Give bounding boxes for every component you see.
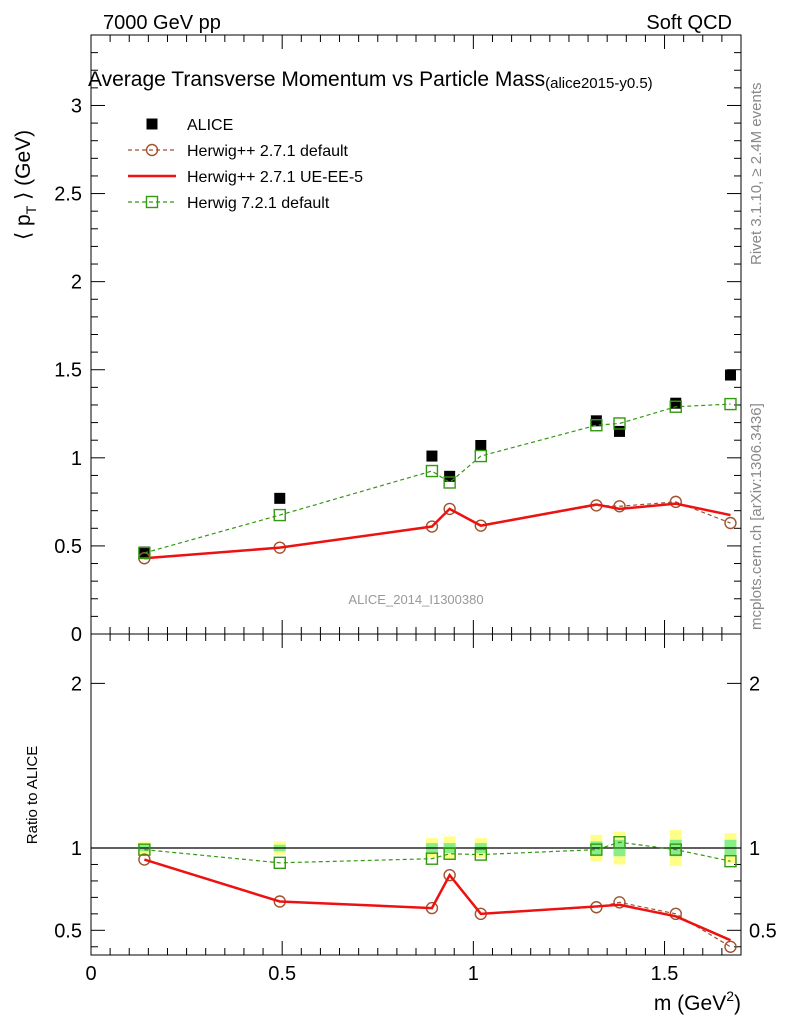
point-herwig-2-7-1-default <box>613 500 626 513</box>
rivet-version-label: Rivet 3.1.10, ≥ 2.4M events <box>748 83 765 266</box>
ratio-point-herwig-7-2-1-default <box>273 856 286 870</box>
ratio-point-herwig-7-2-1-default <box>724 854 737 868</box>
y-axis-label-end: ⟩ (GeV) <box>12 130 35 206</box>
point-herwig-7-2-1-default <box>273 508 286 522</box>
y-axis-label-main: ⟨ p <box>12 214 35 240</box>
ratio-point-herwig-7-2-1-default <box>613 836 626 849</box>
x-axis-label-end: ) <box>734 992 741 1015</box>
ratio-panel: 0.5 0.51 12 2 Ratio to ALICE 0 0.5 1 1.5 m (Ge… <box>24 35 777 1015</box>
y-tick-label-main: 1 <box>71 448 82 470</box>
ratio-point-herwig-7-2-1-default <box>425 852 439 865</box>
point-alice <box>426 450 438 462</box>
main-panel: ALICE_2014_I1300380 0 0.5 1 1.5 2 2.5 3 ALICE H… <box>12 34 742 646</box>
x-axis-label-main: m (GeV <box>654 992 726 1015</box>
x-axis-label-sup: 2 <box>726 988 734 1004</box>
point-herwig-7-2-1-default <box>669 400 682 413</box>
point-herwig-7-2-1-default <box>425 464 439 478</box>
legend: ALICE Herwig++ 2.7.1 default Herwig++ 2.7.… <box>128 117 363 212</box>
point-herwig-2-7-1-default <box>724 516 737 530</box>
point-herwig-7-2-1-default <box>613 417 626 430</box>
ratio-line-herwig-7-2-1-default <box>144 841 731 864</box>
chart-title-main: Average Transverse Momentum vs Particle … <box>88 68 545 91</box>
x-tick-label: 1.5 <box>651 963 679 985</box>
legend-label-alice: ALICE <box>187 117 233 134</box>
main-y-axis: 0 0.5 1 1.5 2 2.5 3 <box>54 34 741 646</box>
y-tick-label-ratio-left: 1 <box>71 838 82 860</box>
x-tick-label: 0 <box>85 963 96 985</box>
point-herwig-7-2-1-default <box>443 476 456 489</box>
analysis-watermark: ALICE_2014_I1300380 <box>348 592 483 607</box>
ratio-series-group <box>138 836 737 953</box>
ratio-y-axis-label: Ratio to ALICE <box>24 746 41 844</box>
ratio-y-axis: 0.5 0.5 1 1 2 2 <box>54 673 777 948</box>
x-axis: 0 0.5 1 1.5 <box>85 35 742 985</box>
x-tick-label: 1 <box>468 963 479 985</box>
chart-title-tag: (alice2015-y0.5) <box>545 75 653 92</box>
y-axis-label: ⟨ pT ⟩ (GeV) <box>12 130 39 240</box>
ratio-point-herwig-2-7-1-default <box>669 907 682 921</box>
y-tick-label-main: 0 <box>71 624 82 646</box>
point-alice <box>670 397 682 409</box>
y-tick-label-main: 2 <box>71 272 82 294</box>
y-tick-label-ratio-right: 1 <box>749 838 760 860</box>
point-alice <box>590 415 602 427</box>
ratio-point-herwig-2-7-1-default <box>138 853 151 866</box>
point-alice <box>613 425 625 437</box>
mcplots-reference-label: mcplots.cern.ch [arXiv:1306.3436] <box>748 403 765 630</box>
ratio-line-herwig-2-7-1-ue-ee-5 <box>144 858 731 942</box>
legend-label-herwig-2-7-1-ue-ee-5: Herwig++ 2.7.1 UE-EE-5 <box>187 169 363 186</box>
point-herwig-2-7-1-default <box>669 495 682 509</box>
point-herwig-7-2-1-default <box>590 419 603 432</box>
y-tick-label-main: 2.5 <box>54 184 82 206</box>
y-tick-label-ratio-right: 2 <box>749 673 760 695</box>
legend-marker-herwig-7-2-1-default <box>145 195 159 209</box>
ratio-point-herwig-7-2-1-default <box>474 848 488 861</box>
series-line-herwig-2-7-1-ue-ee-5 <box>144 502 731 560</box>
chart-title: Average Transverse Momentum vs Particle … <box>88 68 653 92</box>
legend-label-herwig-2-7-1-default: Herwig++ 2.7.1 default <box>187 143 349 160</box>
ratio-point-herwig-7-2-1-default <box>138 843 151 856</box>
header-energy-label: 7000 GeV pp <box>103 12 221 34</box>
legend-marker-alice <box>146 118 158 130</box>
point-herwig-7-2-1-default <box>474 449 488 463</box>
ratio-point-herwig-2-7-1-default <box>613 896 626 909</box>
point-herwig-2-7-1-default <box>443 502 456 516</box>
point-alice <box>475 439 487 451</box>
ratio-point-herwig-7-2-1-default <box>590 843 603 856</box>
main-series-group <box>138 369 737 565</box>
point-alice <box>274 492 286 504</box>
legend-label-herwig-7-2-1-default: Herwig 7.2.1 default <box>187 195 330 212</box>
legend-marker-herwig-2-7-1-default <box>145 143 159 157</box>
y-tick-label-ratio-left: 0.5 <box>54 920 82 942</box>
point-herwig-7-2-1-default <box>724 397 737 411</box>
y-tick-label-ratio-left: 2 <box>71 673 82 695</box>
y-tick-label-ratio-right: 0.5 <box>749 920 777 942</box>
point-alice <box>724 369 736 381</box>
ratio-line-herwig-2-7-1-default <box>144 858 731 948</box>
series-line-herwig-2-7-1-default <box>144 501 731 559</box>
ratio-point-herwig-7-2-1-default <box>443 847 456 860</box>
ratio-point-herwig-7-2-1-default <box>669 843 682 856</box>
header-category-label: Soft QCD <box>646 12 732 34</box>
series-line-herwig-7-2-1-default <box>144 403 731 554</box>
ratio-point-herwig-2-7-1-default <box>443 868 456 882</box>
y-tick-label-main: 3 <box>71 95 82 117</box>
y-tick-label-main: 0.5 <box>54 536 82 558</box>
y-axis-label-sub: T <box>23 205 39 214</box>
ratio-point-herwig-2-7-1-default <box>724 940 737 953</box>
x-tick-label: 0.5 <box>268 963 296 985</box>
x-axis-label: m (GeV2) <box>654 988 741 1015</box>
y-tick-label-main: 1.5 <box>54 360 82 382</box>
point-herwig-7-2-1-default <box>138 546 151 560</box>
